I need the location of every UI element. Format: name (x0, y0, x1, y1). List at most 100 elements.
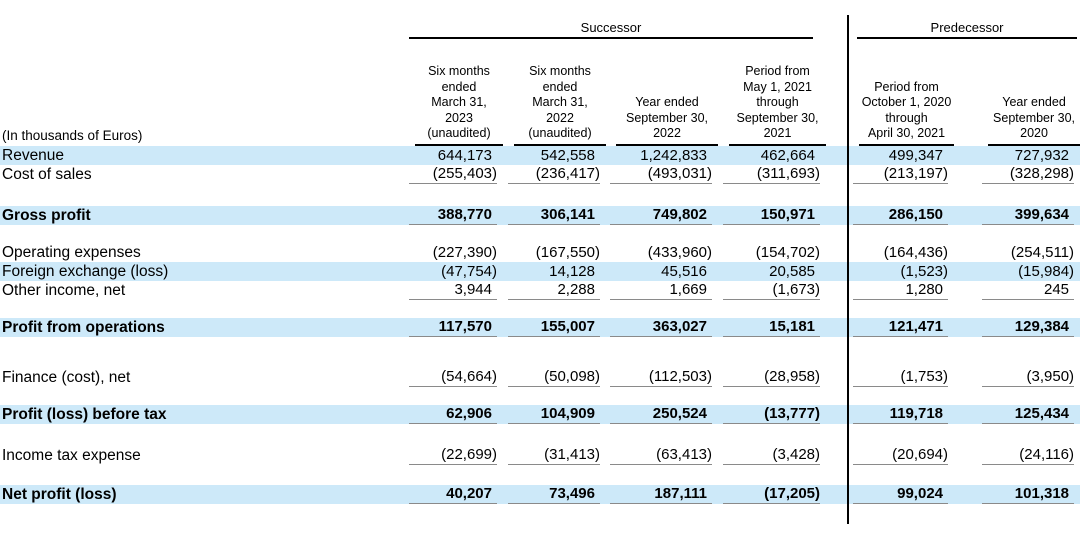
section-divider (826, 39, 850, 146)
table-row: Net profit (loss) 40,207 73,496 187,111 (17,… (0, 485, 1080, 504)
cell-value: (328,298) (954, 165, 1080, 184)
spacer-cell (848, 184, 1080, 206)
row-label: Cost of sales (2, 166, 92, 183)
cell-value: (236,417) (503, 165, 606, 184)
column-header-6mo-2023: Six months ended March 31, 2023 (unaudited) (408, 39, 503, 146)
spacer-cell (0, 300, 826, 318)
cell-value: 749,802 (606, 206, 718, 225)
cell-value: 62,906 (408, 405, 503, 424)
spacer-cell (848, 424, 1080, 446)
cell-value: 1,242,833 (640, 147, 707, 164)
spacer-row (0, 465, 1080, 485)
spacer-cell (0, 504, 826, 524)
section-divider (826, 424, 850, 446)
row-label: Gross profit (2, 207, 91, 224)
cell-value: 399,634 (954, 206, 1080, 225)
cell-value: 245 (954, 281, 1080, 300)
table-row: Gross profit 388,770 306,141 749,802 150,971… (0, 206, 1080, 225)
cell-value: 101,318 (954, 485, 1080, 504)
cell-value: 2,288 (503, 281, 606, 300)
section-divider (826, 387, 850, 405)
table-row: Income tax expense (22,699) (31,413) (63,41… (0, 446, 1080, 465)
cell-value: 250,524 (606, 405, 718, 424)
cell-value: (154,702) (755, 244, 821, 261)
cell-value: (17,205) (718, 485, 826, 504)
cell-value: (15,984) (1018, 263, 1075, 280)
cell-value: 542,558 (540, 147, 595, 164)
section-divider (826, 405, 850, 424)
financial-statement-page: Successor Predecessor (In thousands of E… (0, 15, 1080, 524)
spacer-cell (848, 225, 1080, 243)
spacer-cell (0, 225, 826, 243)
spacer-cell (0, 184, 826, 206)
table-row: Foreign exchange (loss) (47,754) 14,128 45,… (0, 262, 1080, 281)
cell-value: (22,699) (408, 446, 503, 465)
section-divider (826, 446, 850, 465)
cell-value: 187,111 (606, 485, 718, 504)
spacer-row (0, 337, 1080, 368)
cell-value: (24,116) (954, 446, 1080, 465)
cell-value: 727,932 (1014, 147, 1070, 164)
section-divider (826, 165, 850, 184)
section-divider (826, 184, 850, 206)
section-divider (826, 465, 850, 485)
spacer-cell (0, 387, 826, 405)
spacer-row (0, 387, 1080, 405)
cell-value: 388,770 (408, 206, 503, 225)
section-divider (826, 146, 850, 165)
cell-value: (433,960) (647, 244, 712, 261)
spacer-cell (848, 387, 1080, 405)
section-divider (826, 485, 850, 504)
table-row: Other income, net 3,944 2,288 1,669 (1,673) 1… (0, 281, 1080, 300)
table-row: Finance (cost), net (54,664) (50,098) (112,… (0, 368, 1080, 387)
cell-value: (31,413) (503, 446, 606, 465)
spacer-row (0, 225, 1080, 243)
section-divider (826, 300, 850, 318)
section-divider (826, 368, 850, 387)
predecessor-group-header: Predecessor (848, 15, 1080, 39)
column-header-fy2022: Year ended September 30, 2022 (606, 39, 718, 146)
cell-value: (63,413) (606, 446, 718, 465)
cell-value: 286,150 (848, 206, 954, 225)
column-header-fy2020: Year ended September 30, 2020 (954, 39, 1080, 146)
cell-value: (1,673) (718, 281, 826, 300)
cell-value: 363,027 (606, 318, 718, 337)
cell-value: 117,570 (408, 318, 503, 337)
successor-group-label: Successor (409, 20, 814, 39)
cell-value: 14,128 (549, 263, 595, 280)
cell-value: 1,669 (606, 281, 718, 300)
cell-value: (227,390) (432, 244, 497, 261)
cell-value: (254,511) (1010, 244, 1075, 261)
cell-value: 99,024 (848, 485, 954, 504)
cell-value: (13,777) (718, 405, 826, 424)
section-divider (826, 337, 850, 368)
section-divider (826, 262, 850, 281)
successor-group-header: Successor (408, 15, 826, 39)
section-divider (826, 225, 850, 243)
table-row: Operating expenses (227,390) (167,550) (433… (0, 243, 1080, 262)
table-row: Profit from operations 117,570 155,007 363,… (0, 318, 1080, 337)
income-statement-table: Successor Predecessor (In thousands of E… (0, 15, 1080, 524)
cell-value: (255,403) (408, 165, 503, 184)
spacer-cell (848, 337, 1080, 368)
unit-label: (In thousands of Euros) (2, 128, 143, 143)
cell-value: 644,173 (437, 147, 492, 164)
cell-value: (112,503) (606, 368, 718, 387)
spacer-cell (848, 300, 1080, 318)
predecessor-group-label: Predecessor (857, 20, 1078, 39)
column-header-period-2021: Period from May 1, 2021 through September 3… (718, 39, 827, 146)
cell-value: 15,181 (718, 318, 826, 337)
spacer-cell (0, 337, 826, 368)
cell-value: (213,197) (848, 165, 954, 184)
cell-value: (493,031) (606, 165, 718, 184)
row-label: Net profit (loss) (2, 486, 117, 503)
cell-value: 462,664 (760, 147, 816, 164)
cell-value: (164,436) (883, 244, 949, 261)
cell-value: 499,347 (888, 147, 944, 164)
cell-value: 119,718 (848, 405, 954, 424)
cell-value: (20,694) (848, 446, 954, 465)
section-divider (826, 318, 850, 337)
cell-value: 155,007 (503, 318, 606, 337)
cell-value: 1,280 (848, 281, 954, 300)
section-divider (826, 243, 850, 262)
